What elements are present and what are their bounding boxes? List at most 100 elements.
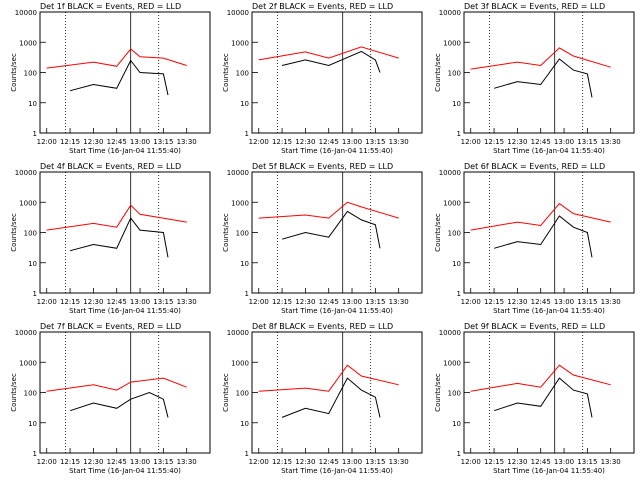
x-axis-label: Start Time (16-Jan-04 11:55:40) bbox=[281, 147, 393, 155]
series-black bbox=[493, 58, 593, 98]
x-tick-label: 12:00 bbox=[37, 458, 57, 466]
x-tick-label: 12:45 bbox=[531, 138, 551, 146]
y-tick-label: 1 bbox=[245, 290, 249, 298]
y-tick-label: 1 bbox=[245, 450, 249, 458]
series-black bbox=[69, 217, 169, 258]
y-tick-label: 1000 bbox=[231, 359, 249, 367]
panel-7: Det 7f BLACK = Events, RED = LLD 1 10 100 10… bbox=[10, 322, 211, 475]
x-axis-label: Start Time (16-Jan-04 11:55:40) bbox=[493, 147, 605, 155]
y-axis-label: Counts/sec bbox=[434, 213, 442, 252]
x-tick-label: 13:00 bbox=[554, 138, 574, 146]
x-tick-label: 13:15 bbox=[577, 298, 597, 306]
series-red bbox=[258, 364, 399, 392]
x-axis-label: Start Time (16-Jan-04 11:55:40) bbox=[493, 307, 605, 315]
x-tick-label: 12:30 bbox=[507, 298, 527, 306]
x-tick-label: 12:15 bbox=[484, 298, 504, 306]
x-tick-label: 12:00 bbox=[37, 298, 57, 306]
series-red bbox=[46, 377, 187, 392]
x-tick-label: 13:15 bbox=[153, 458, 173, 466]
y-tick-label: 1 bbox=[245, 130, 249, 138]
y-tick-label: 100 bbox=[236, 230, 249, 238]
y-tick-label: 10000 bbox=[439, 169, 461, 177]
y-tick-label: 100 bbox=[236, 390, 249, 398]
panel-8: Det 8f BLACK = Events, RED = LLD 1 10 100 10… bbox=[222, 322, 423, 475]
x-tick-label: 12:00 bbox=[461, 298, 481, 306]
panel-title: Det 3f BLACK = Events, RED = LLD bbox=[464, 2, 605, 11]
x-tick-label: 12:30 bbox=[83, 458, 103, 466]
panel-title: Det 2f BLACK = Events, RED = LLD bbox=[252, 2, 393, 11]
x-tick-label: 12:30 bbox=[507, 458, 527, 466]
y-tick-label: 1 bbox=[457, 450, 461, 458]
y-tick-label: 10000 bbox=[227, 329, 249, 337]
y-axis-label: Counts/sec bbox=[222, 53, 230, 92]
panel-3: Det 3f BLACK = Events, RED = LLD 1 10 100 10… bbox=[434, 2, 635, 155]
y-tick-label: 10000 bbox=[227, 9, 249, 17]
y-tick-label: 10 bbox=[240, 420, 249, 428]
x-tick-label: 12:15 bbox=[60, 298, 80, 306]
x-tick-label: 12:30 bbox=[83, 298, 103, 306]
x-tick-label: 12:30 bbox=[295, 298, 315, 306]
panel-5: Det 5f BLACK = Events, RED = LLD 1 10 100 10… bbox=[222, 162, 423, 315]
y-tick-label: 1000 bbox=[231, 39, 249, 47]
x-tick-label: 12:00 bbox=[249, 138, 269, 146]
series-black bbox=[69, 391, 169, 418]
y-tick-label: 1000 bbox=[443, 359, 461, 367]
x-tick-label: 13:15 bbox=[577, 138, 597, 146]
y-tick-label: 100 bbox=[448, 390, 461, 398]
series-red bbox=[470, 47, 611, 70]
y-tick-label: 10000 bbox=[439, 9, 461, 17]
x-tick-label: 12:15 bbox=[272, 298, 292, 306]
y-tick-label: 10 bbox=[28, 260, 37, 268]
y-tick-label: 10000 bbox=[439, 329, 461, 337]
x-tick-label: 13:30 bbox=[177, 298, 197, 306]
x-tick-label: 13:30 bbox=[601, 138, 621, 146]
x-tick-label: 12:15 bbox=[484, 458, 504, 466]
x-tick-label: 12:30 bbox=[295, 458, 315, 466]
x-axis-label: Start Time (16-Jan-04 11:55:40) bbox=[69, 307, 181, 315]
y-tick-label: 100 bbox=[236, 70, 249, 78]
x-tick-label: 12:45 bbox=[319, 298, 339, 306]
y-axis-label: Counts/sec bbox=[10, 373, 18, 412]
panel-9: Det 9f BLACK = Events, RED = LLD 1 10 100 10… bbox=[434, 322, 635, 475]
x-tick-label: 13:15 bbox=[365, 298, 385, 306]
series-red bbox=[470, 364, 611, 392]
series-black bbox=[281, 377, 381, 418]
panel-title: Det 9f BLACK = Events, RED = LLD bbox=[464, 322, 605, 331]
panel-6: Det 6f BLACK = Events, RED = LLD 1 10 100 10… bbox=[434, 162, 635, 315]
y-tick-label: 10000 bbox=[15, 329, 37, 337]
y-tick-label: 100 bbox=[448, 70, 461, 78]
series-red bbox=[470, 202, 611, 231]
y-tick-label: 1 bbox=[33, 450, 37, 458]
x-tick-label: 13:15 bbox=[365, 458, 385, 466]
y-axis-label: Counts/sec bbox=[10, 53, 18, 92]
x-tick-label: 12:45 bbox=[107, 458, 127, 466]
y-axis-label: Counts/sec bbox=[10, 213, 18, 252]
x-tick-label: 12:45 bbox=[531, 298, 551, 306]
y-tick-label: 100 bbox=[24, 70, 37, 78]
x-tick-label: 13:30 bbox=[389, 298, 409, 306]
y-tick-label: 10 bbox=[240, 100, 249, 108]
x-tick-label: 12:30 bbox=[83, 138, 103, 146]
series-red bbox=[258, 46, 399, 61]
y-axis-label: Counts/sec bbox=[222, 373, 230, 412]
x-tick-label: 13:00 bbox=[130, 138, 150, 146]
y-tick-label: 1 bbox=[33, 130, 37, 138]
panel-2: Det 2f BLACK = Events, RED = LLD 1 10 100 10… bbox=[222, 2, 423, 155]
y-tick-label: 10000 bbox=[15, 9, 37, 17]
x-tick-label: 13:00 bbox=[130, 458, 150, 466]
y-tick-label: 10 bbox=[452, 260, 461, 268]
x-tick-label: 12:00 bbox=[461, 138, 481, 146]
x-tick-label: 13:30 bbox=[389, 138, 409, 146]
x-tick-label: 13:15 bbox=[577, 458, 597, 466]
x-tick-label: 12:00 bbox=[461, 458, 481, 466]
panel-4: Det 4f BLACK = Events, RED = LLD 1 10 100 10… bbox=[10, 162, 211, 315]
panel-title: Det 4f BLACK = Events, RED = LLD bbox=[40, 162, 181, 171]
y-tick-label: 1000 bbox=[231, 199, 249, 207]
y-tick-label: 10 bbox=[28, 420, 37, 428]
y-tick-label: 10000 bbox=[227, 169, 249, 177]
y-tick-label: 100 bbox=[24, 390, 37, 398]
x-tick-label: 13:30 bbox=[601, 458, 621, 466]
x-tick-label: 13:30 bbox=[177, 458, 197, 466]
